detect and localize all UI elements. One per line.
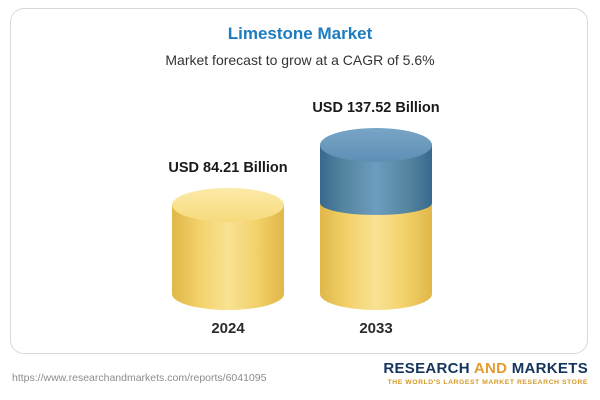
research-and-markets-logo: RESEARCH AND MARKETS THE WORLD'S LARGEST… — [383, 360, 588, 386]
x-axis-label-2024: 2024 — [211, 320, 245, 337]
bar-2024 — [172, 188, 284, 310]
bar-2024-top-ellipse — [172, 188, 284, 222]
logo-word-markets: MARKETS — [511, 360, 588, 377]
chart-card — [10, 8, 588, 354]
chart-subtitle: Market forecast to grow at a CAGR of 5.6… — [165, 52, 435, 68]
logo-tagline: THE WORLD'S LARGEST MARKET RESEARCH STOR… — [387, 379, 588, 386]
logo-word-and: AND — [473, 360, 508, 377]
x-axis-label-2033: 2033 — [359, 320, 393, 337]
logo-word-research: RESEARCH — [383, 360, 470, 377]
value-label-2024: USD 84.21 Billion — [168, 160, 288, 176]
bar-2033 — [320, 128, 432, 310]
bar-2033-top-ellipse — [320, 128, 432, 162]
chart-title: Limestone Market — [227, 24, 373, 43]
bar-2033-base-segment — [320, 203, 432, 310]
source-url: https://www.researchandmarkets.com/repor… — [12, 372, 267, 384]
value-label-2033: USD 137.52 Billion — [312, 100, 440, 116]
logo-wordmark: RESEARCH AND MARKETS — [383, 360, 588, 377]
bar-2024-body — [172, 205, 284, 310]
